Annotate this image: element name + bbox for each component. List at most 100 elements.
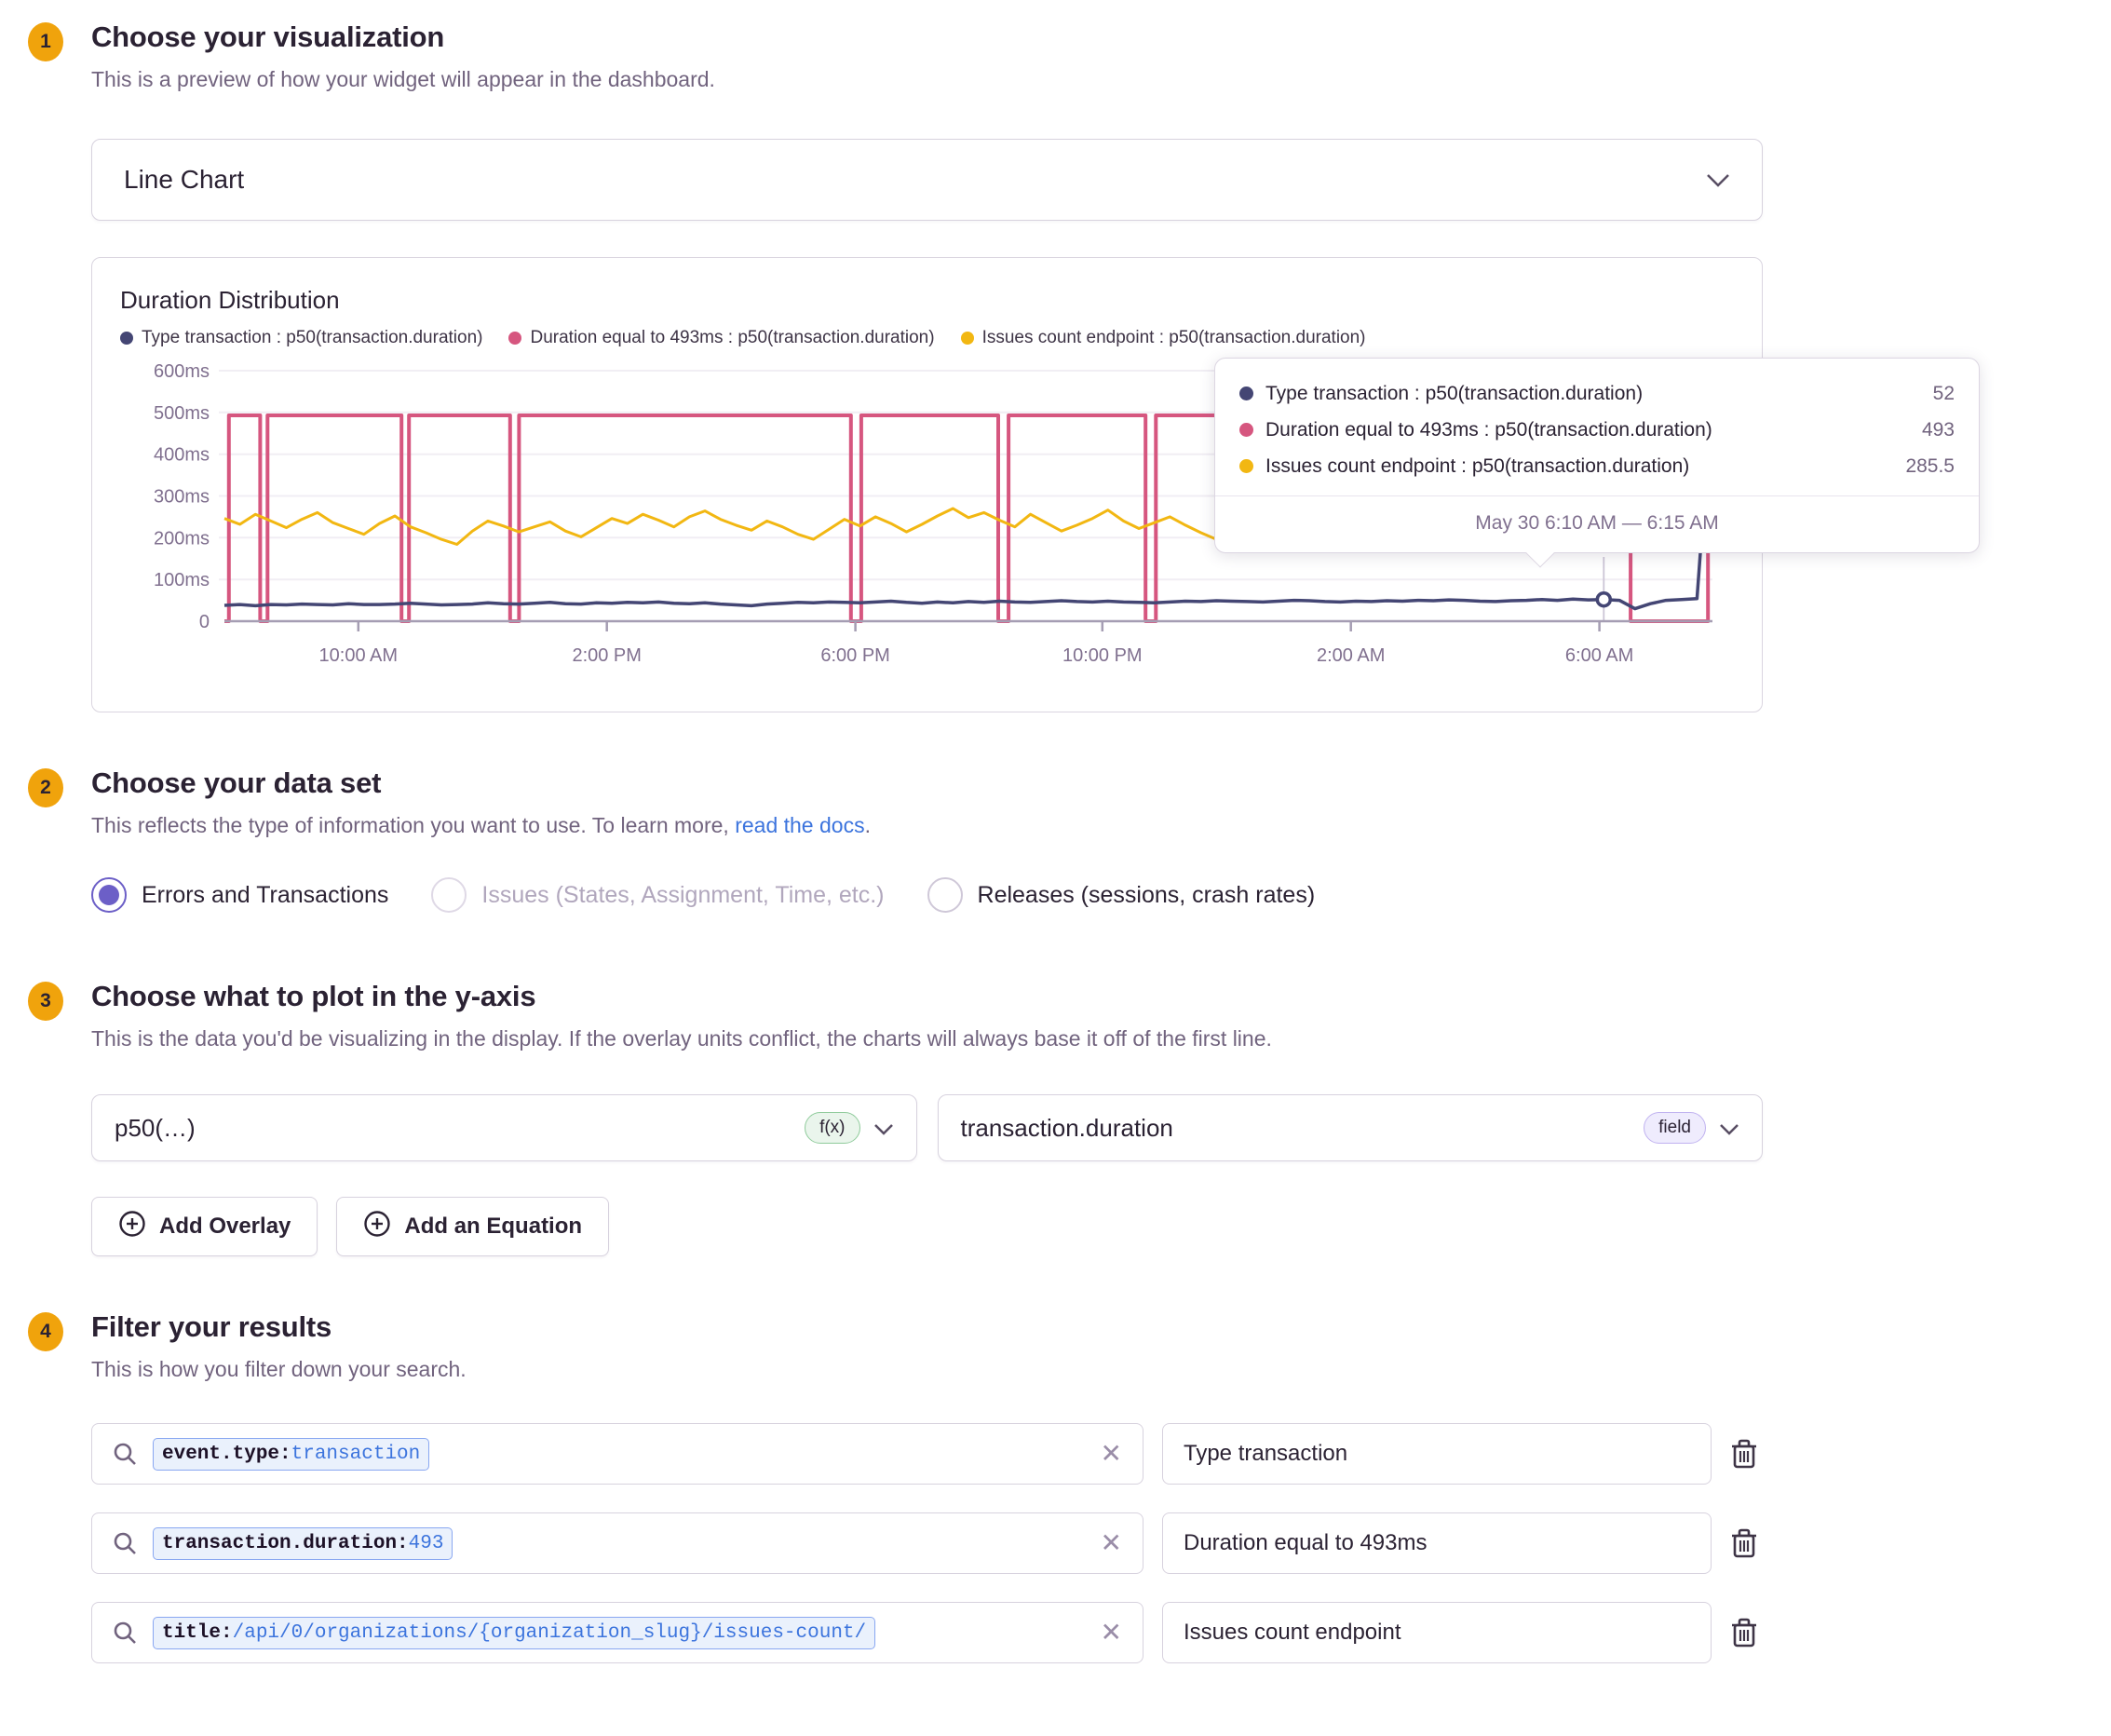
section-2-title: Choose your data set [91,766,382,799]
tooltip-row: Issues count endpoint : p50(transaction.… [1239,448,1955,484]
tooltip-series-value: 493 [1921,418,1955,441]
radio-button-icon[interactable] [927,877,963,913]
dataset-radio-group: Errors and Transactions Issues (States, A… [91,877,2011,913]
yaxis-buttons: Add Overlay Add an Equation [91,1197,2011,1256]
filter-token-key: transaction.duration: [162,1532,409,1554]
legend-dot-icon [960,332,974,345]
read-the-docs-link[interactable]: read the docs [735,813,865,837]
filter-search-input[interactable]: transaction.duration:493 ✕ [91,1512,1143,1574]
clear-filter-icon[interactable]: ✕ [1100,1618,1122,1647]
filter-token-key: title: [162,1621,233,1644]
filter-token[interactable]: transaction.duration:493 [153,1526,453,1560]
series-dot-icon [1239,423,1253,437]
filter-token-value: /api/0/organizations/{organization_slug}… [232,1621,867,1644]
plus-circle-icon [363,1210,391,1244]
legend-label: Type transaction : p50(transaction.durat… [142,328,483,347]
svg-text:200ms: 200ms [154,528,210,549]
duration-chart[interactable]: 10:00 AM 2:00 PM 6:00 PM 10:00 PM 2:00 AM 6:0… [106,354,1750,675]
svg-text:2:00 PM: 2:00 PM [572,645,641,666]
step-2-badge: 2 [28,768,63,807]
filter-alias-value: Issues count endpoint [1184,1620,1401,1645]
add-equation-button[interactable]: Add an Equation [336,1197,610,1256]
filter-row: transaction.duration:493 ✕ Duration equal … [91,1512,2011,1574]
section-visualization: 1 Choose your visualization This is a pr… [28,20,2011,712]
clear-filter-icon[interactable]: ✕ [1100,1528,1122,1557]
svg-text:10:00 PM: 10:00 PM [1062,645,1143,666]
visualization-type-select[interactable]: Line Chart [91,139,1763,221]
section-4-subtitle: This is how you filter down your search. [91,1357,467,1381]
svg-text:6:00 PM: 6:00 PM [820,645,889,666]
tooltip-row: Type transaction : p50(transaction.durat… [1239,375,1955,412]
section-3-subtitle: This is the data you'd be visualizing in… [91,1026,1272,1051]
field-badge: field [1644,1112,1706,1144]
filter-rows: event.type:transaction ✕ Type transaction t… [91,1423,2011,1663]
search-icon [113,1531,138,1556]
section-1-title: Choose your visualization [91,20,445,53]
chart-legend: Type transaction : p50(transaction.durat… [120,328,1762,348]
radio-button-icon[interactable] [91,877,127,913]
function-select-value: p50(…) [115,1113,196,1142]
legend-label: Issues count endpoint : p50(transaction.… [981,328,1366,347]
filter-token-key: event.type: [162,1443,291,1465]
radio-label: Issues (States, Assignment, Time, etc.) [481,881,885,908]
delete-filter-button[interactable] [1730,1617,1758,1648]
filter-search-input[interactable]: title:/api/0/organizations/{organization… [91,1602,1143,1663]
step-1-badge: 1 [28,22,63,61]
clear-filter-icon[interactable]: ✕ [1100,1439,1122,1468]
legend-item[interactable]: Type transaction : p50(transaction.durat… [120,328,482,348]
section-filters: 4 Filter your results This is how you fi… [28,1310,2011,1663]
svg-text:600ms: 600ms [154,361,210,382]
filter-alias-input[interactable]: Duration equal to 493ms [1162,1512,1712,1574]
radio-label: Errors and Transactions [142,881,389,908]
tooltip-timerange: May 30 6:10 AM — 6:15 AM [1475,512,1719,534]
legend-dot-icon [120,332,133,345]
legend-item[interactable]: Duration equal to 493ms : p50(transactio… [508,328,935,348]
legend-label: Duration equal to 493ms : p50(transactio… [530,328,935,347]
delete-filter-button[interactable] [1730,1438,1758,1470]
section-1-subtitle: This is a preview of how your widget wil… [91,67,715,91]
series-dot-icon [1239,459,1253,473]
chart-preview-panel: Duration Distribution Type transaction :… [91,257,1980,712]
plus-circle-icon [118,1210,146,1244]
filter-alias-input[interactable]: Type transaction [1162,1423,1712,1485]
radio-button-icon[interactable] [431,877,467,913]
chevron-down-icon [1706,165,1730,195]
field-select-value: transaction.duration [960,1113,1173,1142]
legend-item[interactable]: Issues count endpoint : p50(transaction.… [960,328,1366,348]
add-overlay-label: Add Overlay [159,1214,291,1239]
section-dataset: 2 Choose your data set This reflects the… [28,766,2011,913]
filter-search-input[interactable]: event.type:transaction ✕ [91,1423,1143,1485]
filter-alias-value: Type transaction [1184,1441,1348,1466]
tooltip-series-label: Type transaction : p50(transaction.durat… [1265,382,1644,404]
section-4-title: Filter your results [91,1310,332,1343]
search-icon [113,1621,138,1646]
legend-dot-icon [508,332,522,345]
tooltip-series-value: 285.5 [1905,454,1955,477]
filter-token[interactable]: event.type:transaction [153,1437,430,1471]
filter-token-value: transaction [291,1443,421,1465]
function-select[interactable]: p50(…) f(x) [91,1094,917,1161]
chart-title: Duration Distribution [120,286,340,314]
filter-token[interactable]: title:/api/0/organizations/{organization… [153,1616,876,1649]
svg-text:10:00 AM: 10:00 AM [319,645,399,666]
field-select[interactable]: transaction.duration field [937,1094,1763,1161]
svg-text:100ms: 100ms [154,570,210,590]
filter-alias-value: Duration equal to 493ms [1184,1530,1428,1555]
visualization-type-value: Line Chart [124,165,245,194]
filter-row: event.type:transaction ✕ Type transaction [91,1423,2011,1485]
svg-text:0: 0 [199,612,210,632]
add-overlay-button[interactable]: Add Overlay [91,1197,318,1256]
yaxis-field-row: p50(…) f(x) transaction.duration field [91,1094,1763,1161]
dataset-option-releases-sessions-crash-rates[interactable]: Releases (sessions, crash rates) [927,877,1316,913]
tooltip-series-label: Duration equal to 493ms : p50(transactio… [1265,418,1712,441]
delete-filter-button[interactable] [1730,1527,1758,1559]
filter-alias-input[interactable]: Issues count endpoint [1162,1602,1712,1663]
widget-builder: 1 Choose your visualization This is a pr… [0,0,2011,1663]
section-2-subtitle: This reflects the type of information yo… [91,813,2011,838]
svg-text:400ms: 400ms [154,445,210,466]
dataset-option-errors-and-transactions[interactable]: Errors and Transactions [91,877,388,913]
add-equation-label: Add an Equation [404,1214,583,1239]
search-icon [113,1442,138,1467]
tooltip-series-value: 52 [1932,382,1955,404]
radio-label: Releases (sessions, crash rates) [977,881,1316,908]
